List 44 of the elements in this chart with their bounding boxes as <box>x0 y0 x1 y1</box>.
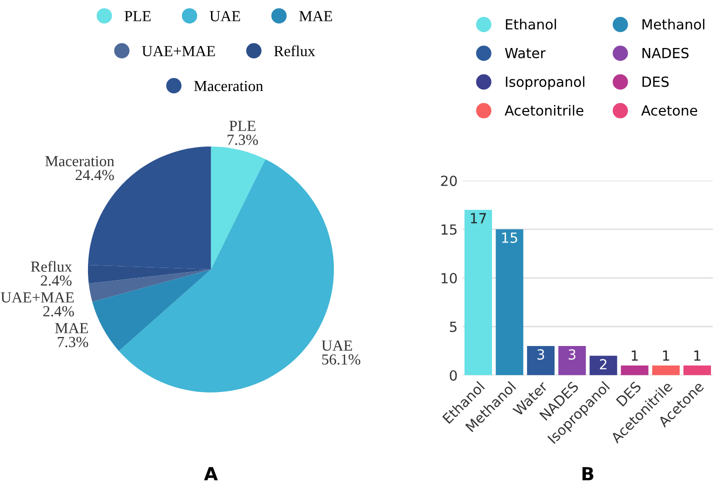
text: B <box>582 467 594 480</box>
y-tick-label: 15 <box>442 224 457 235</box>
data-label: 2.4% <box>43 306 74 316</box>
legend-label: DES <box>642 76 669 87</box>
legend-label: MAE <box>299 11 332 22</box>
data-label: 56.1% <box>322 354 360 365</box>
slice-label: MAE <box>55 323 88 334</box>
data-label: 1 <box>632 350 638 361</box>
data-label: 1 <box>694 350 700 361</box>
legend-label: Ethanol <box>506 18 556 30</box>
legend-label: PLE <box>124 11 151 22</box>
legend-label: Methanol <box>642 18 704 30</box>
data-label: 17 <box>470 213 486 224</box>
slice-label: UAE <box>322 340 352 351</box>
pie-slice <box>88 269 211 302</box>
legend-label: UAE+MAE <box>142 46 215 56</box>
data-label: 2 <box>600 358 606 370</box>
data-label: 1 <box>663 350 670 361</box>
data-label: 7.3% <box>228 134 258 145</box>
slice-label: Reflux <box>30 260 72 272</box>
legend-label: Isopropanol <box>506 76 584 90</box>
data-label: 3 <box>568 349 576 360</box>
legend-label: Maceration <box>194 80 264 92</box>
legend-label: UAE <box>210 11 240 22</box>
text: A <box>204 467 218 480</box>
y-tick-label: 5 <box>450 322 457 332</box>
slice-label: UAE+MAE <box>0 292 74 303</box>
slice-label: Maceration <box>45 156 114 166</box>
legend-label: Water <box>505 48 546 58</box>
slice-label: PLE <box>229 120 256 131</box>
pie-slice <box>210 146 266 270</box>
y-tick-label: 20 <box>441 176 457 186</box>
data-label: 7.3% <box>58 336 88 348</box>
data-label: 3 <box>537 349 544 360</box>
legend-label: Acetone <box>641 105 698 116</box>
data-label: 24.4% <box>76 170 114 180</box>
legend-label: NADES <box>642 48 689 58</box>
y-tick-label: 10 <box>442 272 457 284</box>
data-label: 2.4% <box>40 275 72 286</box>
legend-label: Reflux <box>274 45 316 56</box>
y-tick-label: 0 <box>450 370 457 381</box>
pie-slice <box>92 269 211 351</box>
legend-label: Acetonitrile <box>504 104 584 116</box>
data-label: 15 <box>502 232 518 243</box>
